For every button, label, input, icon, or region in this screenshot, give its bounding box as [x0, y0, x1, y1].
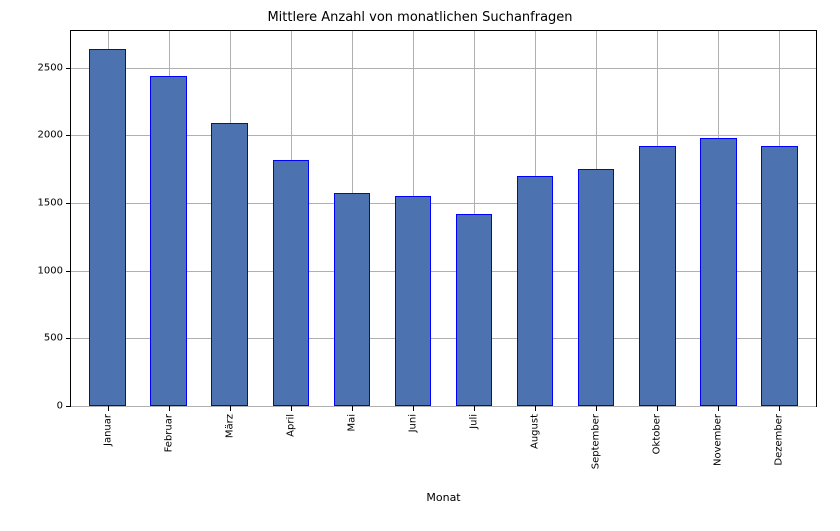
ytick-mark: [66, 271, 71, 272]
bar: [211, 123, 248, 406]
xtick-label: Juli: [469, 414, 480, 429]
bar: [700, 138, 737, 406]
bar: [395, 196, 432, 406]
ytick-label: 2500: [38, 62, 63, 73]
xtick-mark: [718, 406, 719, 411]
xtick-label: Mai: [346, 414, 357, 432]
ytick-label: 500: [44, 333, 63, 344]
ytick-mark: [66, 68, 71, 69]
xtick-mark: [291, 406, 292, 411]
xtick-mark: [474, 406, 475, 411]
xtick-label: Januar: [102, 414, 113, 446]
plot-area: Monat 05001000150020002500JanuarFebruarM…: [70, 30, 817, 407]
bar: [639, 146, 676, 406]
bar: [456, 214, 493, 406]
ytick-mark: [66, 203, 71, 204]
xtick-label: März: [224, 414, 235, 438]
chart-title: Mittlere Anzahl von monatlichen Suchanfr…: [0, 10, 840, 25]
xtick-mark: [779, 406, 780, 411]
ytick-mark: [66, 406, 71, 407]
xtick-mark: [535, 406, 536, 411]
bar: [578, 169, 615, 406]
bar: [273, 160, 310, 406]
bar: [334, 193, 371, 406]
ytick-label: 1000: [38, 265, 63, 276]
xtick-label: Oktober: [652, 414, 663, 454]
xtick-label: Februar: [163, 414, 174, 452]
xtick-mark: [657, 406, 658, 411]
xtick-label: Juni: [407, 414, 418, 432]
bar: [150, 76, 187, 406]
xtick-label: September: [591, 414, 602, 469]
bar: [517, 176, 554, 406]
ytick-mark: [66, 338, 71, 339]
gridline-h: [71, 406, 816, 407]
xtick-mark: [596, 406, 597, 411]
chart-container: Mittlere Anzahl von monatlichen Suchanfr…: [0, 0, 840, 531]
bar: [761, 146, 798, 406]
xtick-label: Dezember: [774, 414, 785, 466]
xtick-label: April: [285, 414, 296, 437]
bar: [89, 49, 126, 406]
xtick-label: November: [713, 414, 724, 466]
xtick-mark: [230, 406, 231, 411]
ytick-label: 0: [57, 401, 63, 412]
gridline-h: [71, 68, 816, 69]
xtick-mark: [352, 406, 353, 411]
ytick-label: 2000: [38, 130, 63, 141]
ytick-label: 1500: [38, 197, 63, 208]
xtick-mark: [413, 406, 414, 411]
ytick-mark: [66, 135, 71, 136]
xtick-label: August: [530, 414, 541, 449]
x-axis-label: Monat: [71, 491, 816, 504]
xtick-mark: [169, 406, 170, 411]
xtick-mark: [108, 406, 109, 411]
